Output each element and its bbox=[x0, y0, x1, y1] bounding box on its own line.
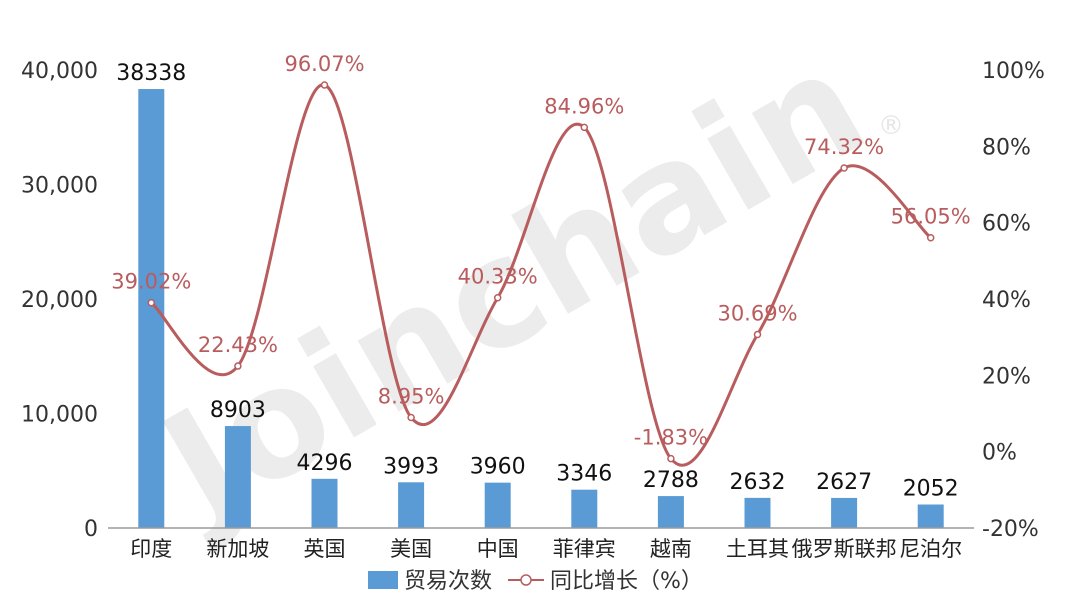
right-axis-tick-label: 20% bbox=[982, 364, 1031, 389]
growth-value-label: -1.83% bbox=[634, 426, 708, 450]
growth-point bbox=[926, 233, 935, 242]
x-axis-category-label: 美国 bbox=[390, 537, 432, 561]
right-axis-tick-label: 80% bbox=[982, 135, 1031, 160]
growth-value-label: 39.02% bbox=[111, 270, 191, 294]
right-axis-tick-label: -20% bbox=[982, 517, 1039, 542]
growth-value-label: 74.32% bbox=[804, 135, 884, 159]
growth-line bbox=[150, 83, 932, 467]
growth-point bbox=[407, 413, 415, 422]
bar bbox=[744, 497, 771, 528]
bar-value-label: 2052 bbox=[903, 477, 959, 502]
bar-series bbox=[138, 89, 944, 528]
watermark-registered-mark: ® bbox=[878, 111, 904, 141]
bar-value-label: 2788 bbox=[643, 468, 699, 493]
x-axis-category-label: 中国 bbox=[477, 537, 519, 561]
x-axis-category-label: 俄罗斯联邦 bbox=[792, 537, 897, 561]
bar-value-label: 38338 bbox=[116, 61, 186, 86]
bar bbox=[831, 497, 858, 528]
bar-data-labels: 38338 8903 4296 3993 3960 3346 2788 2632 2627 205… bbox=[116, 61, 958, 501]
bar-value-label: 2632 bbox=[730, 470, 786, 495]
bar bbox=[138, 89, 165, 528]
growth-value-label: 22.43% bbox=[198, 333, 278, 357]
growth-point bbox=[147, 298, 156, 307]
legend-bar-swatch bbox=[368, 571, 398, 589]
bar bbox=[224, 426, 251, 528]
right-axis-tick-label: 100% bbox=[982, 59, 1045, 84]
right-axis-tick-label: 40% bbox=[982, 288, 1031, 313]
legend-line-marker bbox=[520, 574, 532, 586]
legend: 贸易次数 同比增长（%） bbox=[368, 569, 703, 594]
bar bbox=[657, 496, 684, 528]
growth-value-label: 96.07% bbox=[284, 52, 364, 76]
bar bbox=[398, 482, 425, 528]
left-axis-tick-label: 10,000 bbox=[21, 403, 98, 428]
growth-value-label: 84.96% bbox=[544, 94, 624, 118]
x-axis-category-label: 印度 bbox=[130, 537, 172, 561]
legend-line-label: 同比增长（%） bbox=[550, 569, 703, 594]
bar-value-label: 3960 bbox=[470, 455, 526, 480]
bar-value-label: 3346 bbox=[556, 462, 612, 487]
x-axis-category-labels: 印度 新加坡 英国 美国 中国 菲律宾 越南 土耳其 俄罗斯联邦 尼泊尔 bbox=[130, 537, 962, 561]
x-axis-category-label: 新加坡 bbox=[206, 537, 269, 561]
left-axis: 0 10,000 20,000 30,000 40,000 bbox=[21, 59, 98, 542]
x-axis-category-label: 菲律宾 bbox=[553, 537, 616, 561]
bar bbox=[917, 504, 944, 528]
x-axis-category-label: 尼泊尔 bbox=[899, 537, 962, 561]
x-axis-category-label: 越南 bbox=[650, 537, 692, 561]
right-axis-tick-label: 0% bbox=[982, 441, 1017, 466]
bar bbox=[311, 478, 338, 528]
left-axis-tick-label: 0 bbox=[84, 517, 98, 542]
right-axis: -20% 0% 20% 40% 60% 80% 100% bbox=[982, 59, 1045, 542]
growth-value-label: 30.69% bbox=[717, 302, 797, 326]
growth-point bbox=[753, 330, 762, 339]
right-axis-tick-label: 60% bbox=[982, 212, 1031, 237]
growth-point bbox=[234, 362, 242, 370]
line-data-labels: 39.02% 22.43% 96.07% 8.95% 40.33% 84.96% -1.83… bbox=[111, 52, 970, 450]
left-axis-tick-label: 40,000 bbox=[21, 59, 98, 84]
legend-bar-label: 贸易次数 bbox=[404, 569, 492, 594]
bar bbox=[484, 482, 511, 528]
left-axis-tick-label: 20,000 bbox=[21, 288, 98, 313]
growth-point bbox=[580, 123, 589, 132]
bar-value-label: 2627 bbox=[816, 470, 872, 495]
x-axis-category-label: 土耳其 bbox=[726, 537, 789, 561]
growth-point bbox=[320, 81, 329, 89]
bar-value-label: 3993 bbox=[383, 454, 439, 479]
growth-point bbox=[840, 164, 848, 172]
growth-value-label: 40.33% bbox=[458, 265, 538, 289]
left-axis-tick-label: 30,000 bbox=[21, 174, 98, 199]
growth-value-label: 8.95% bbox=[378, 385, 445, 409]
bar bbox=[571, 489, 598, 528]
growth-value-label: 56.05% bbox=[891, 205, 971, 229]
line-series bbox=[147, 81, 935, 467]
x-axis-category-label: 英国 bbox=[304, 537, 346, 561]
growth-point bbox=[493, 293, 502, 302]
growth-point bbox=[667, 454, 675, 463]
bar-value-label: 4296 bbox=[297, 451, 353, 476]
bar-value-label: 8903 bbox=[210, 398, 266, 423]
